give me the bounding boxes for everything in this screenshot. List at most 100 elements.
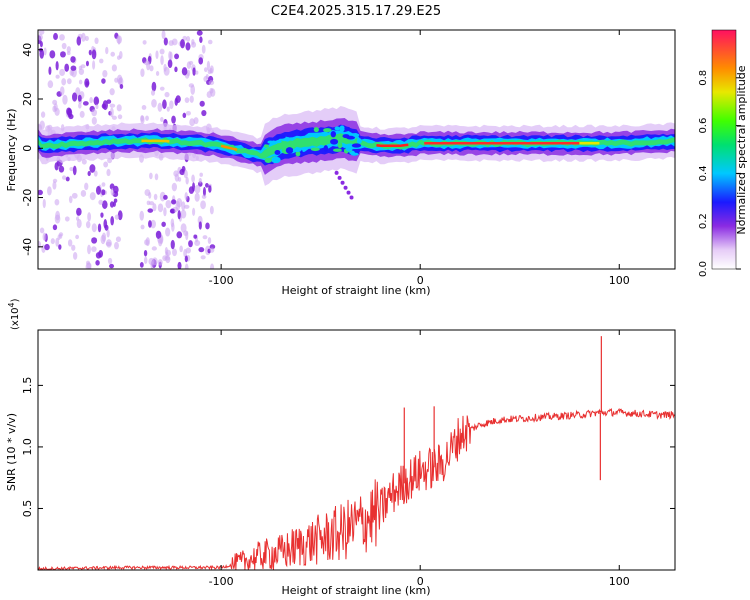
spectrogram-blotch [330, 138, 339, 145]
y-tick-label: 0.5 [21, 500, 34, 518]
spectrogram-noise-cell [75, 234, 80, 240]
spectrogram-noise-cell [97, 223, 102, 233]
spectrogram-noise-cell [114, 77, 119, 83]
spectrogram-blotch [352, 133, 360, 137]
spectrogram-noise-cell [199, 172, 203, 177]
spectrogram-noise-cell [174, 66, 178, 73]
spectrogram-tail-dot [340, 180, 345, 185]
spectrogram-blotch [330, 130, 336, 138]
y-tick-label: 20 [21, 92, 34, 106]
spectrogram-noise-cell [159, 48, 165, 55]
spectrogram-noise-cell [87, 171, 91, 177]
spectrogram-noise-cell [101, 182, 106, 187]
spectrogram-noise-cell [201, 194, 207, 199]
spectrogram-noise-cell [98, 199, 104, 205]
spectrogram-blotch [318, 136, 328, 140]
spectrogram-noise-cell [162, 99, 167, 110]
spectrogram-blotch [334, 126, 340, 131]
spectrogram-noise-cell [85, 262, 92, 269]
spectrogram-noise-cell [201, 44, 206, 54]
spectrogram-noise-cell [171, 38, 178, 46]
spectrogram-noise-cell [192, 67, 196, 76]
colorbar-tick-label: 0.2 [698, 213, 709, 229]
spectrogram-noise-cell [171, 199, 177, 205]
spectrogram-heatmap [38, 30, 675, 269]
spectrogram-noise-cell [144, 189, 151, 196]
spectrogram-noise-cell [66, 78, 72, 85]
spectrogram-panel: -100 0 100 -40 -20 0 20 40 Height of straight … [5, 29, 676, 297]
spectrogram-noise-cell [207, 237, 212, 244]
spectrogram-noise-cell [53, 32, 58, 41]
spectrogram-noise-cell [78, 103, 82, 109]
colorbar-tick-label: 0.0 [698, 261, 709, 277]
spectrogram-noise-cell [103, 219, 108, 229]
spectrogram-noise-cell [155, 230, 162, 239]
spectrogram-hot-core [376, 143, 409, 148]
spectrogram-noise-cell [94, 37, 99, 45]
spectrogram-blotch [275, 134, 286, 139]
spectrogram-noise-cell [174, 53, 180, 60]
spectrogram-noise-cell [201, 109, 207, 117]
x-tick-label: 100 [609, 274, 630, 287]
spectrogram-noise-cell [157, 203, 164, 213]
spectrogram-blotch [264, 157, 272, 163]
snr-x-label: Height of straight line (km) [281, 584, 430, 597]
spectrogram-noise-cell [100, 234, 106, 245]
spectrogram-noise-cell [55, 60, 59, 71]
spectrogram-noise-cell [161, 30, 166, 40]
y-tick-label: 1.0 [21, 438, 34, 456]
spectrogram-noise-cell [78, 79, 83, 85]
spectrogram-noise-cell [59, 68, 66, 77]
colorbar: 0.0 0.2 0.4 0.6 0.8 Normalized spectral ampl… [698, 29, 748, 277]
spectrogram-noise-cell [68, 195, 73, 204]
colorbar-label: Normalized spectral amplitude [735, 65, 748, 234]
spectrogram-noise-cell [39, 227, 45, 234]
spectrogram-noise-cell [192, 182, 196, 192]
spectrogram-noise-cell [203, 67, 208, 73]
spectrogram-hot-core [220, 144, 238, 151]
spectrogram-blotch [292, 148, 302, 152]
spectrogram-noise-cell [70, 65, 77, 71]
spectrogram-noise-cell [82, 101, 89, 106]
spectrogram-noise-cell [189, 95, 194, 103]
spectrogram-noise-cell [101, 200, 108, 209]
spectrogram-noise-cell [114, 214, 120, 220]
spectrogram-noise-cell [174, 97, 178, 106]
spectrogram-noise-cell [89, 97, 93, 104]
spectrogram-noise-cell [117, 78, 123, 84]
spectrogram-tail-dot [346, 190, 351, 195]
spectrogram-noise-cell [110, 51, 116, 57]
spectrogram-tail-dot [337, 175, 342, 180]
spectrogram-blotch [332, 148, 342, 152]
spectrogram-noise-cell [91, 223, 97, 233]
spectrogram-noise-cell [185, 42, 191, 51]
spectrogram-noise-cell [165, 249, 171, 257]
spectrogram-noise-cell [181, 201, 186, 211]
spectrogram-noise-cell [210, 88, 216, 97]
spectrogram-noise-cell [149, 172, 153, 180]
spectrogram-noise-cell [54, 198, 60, 206]
spectrogram-noise-cell [182, 112, 187, 118]
spectrogram-noise-cell [101, 189, 106, 196]
spectrogram-noise-cell [191, 174, 195, 183]
spectrogram-noise-cell [61, 175, 67, 180]
spectrogram-noise-cell [80, 190, 87, 197]
spectrogram-noise-cell [71, 192, 78, 199]
spectrogram-noise-cell [177, 209, 181, 220]
spectrogram-noise-cell [113, 185, 119, 194]
spectrogram-y-label: Frequency (Hz) [5, 109, 18, 192]
spectrogram-noise-cell [171, 182, 178, 192]
spectrogram-noise-cell [50, 238, 55, 245]
spectrogram-noise-cell [72, 92, 78, 102]
spectrogram-noise-cell [194, 184, 201, 194]
spectrogram-noise-cell [143, 249, 148, 257]
spectrogram-blotch [345, 145, 353, 152]
spectrogram-noise-cell [95, 104, 99, 110]
spectrogram-noise-cell [167, 59, 173, 68]
spectrogram-noise-cell [105, 46, 109, 55]
spectrogram-noise-cell [154, 173, 159, 181]
spectrogram-noise-cell [172, 248, 177, 257]
spectrogram-noise-cell [198, 177, 202, 184]
spectrogram-noise-cell [153, 193, 158, 201]
